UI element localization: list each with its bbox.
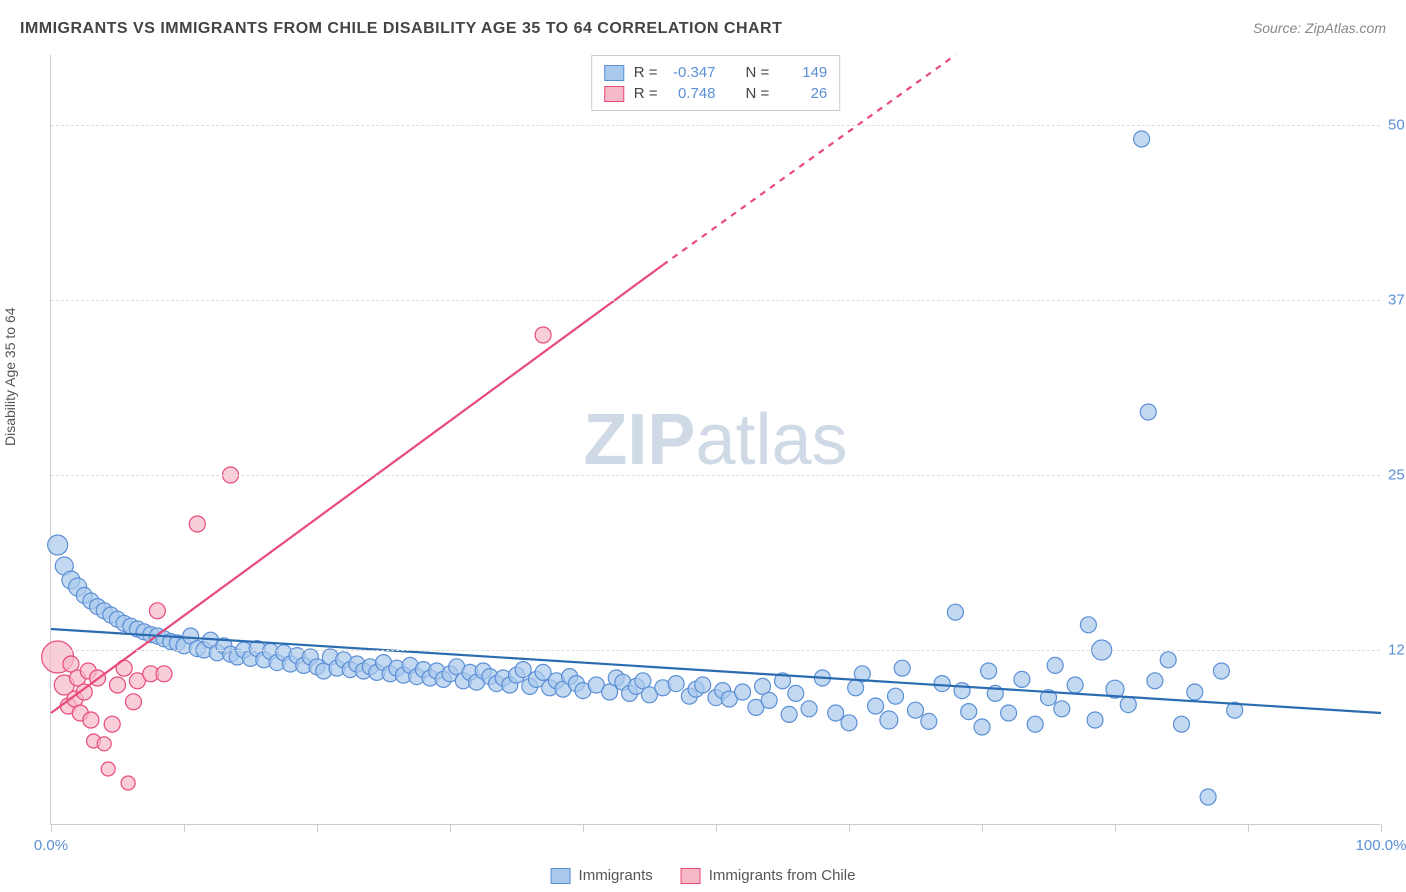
data-point — [888, 688, 904, 704]
stat-r-value-2: 0.748 — [668, 85, 716, 102]
swatch-series-2 — [604, 86, 624, 102]
data-point — [828, 705, 844, 721]
data-point — [535, 327, 551, 343]
data-point — [894, 660, 910, 676]
swatch-series-1 — [604, 65, 624, 81]
legend-label-2: Immigrants from Chile — [709, 867, 856, 884]
data-point — [48, 535, 68, 555]
plot-area: ZIPatlas R = -0.347 N = 149 R = 0.748 N … — [50, 55, 1380, 825]
stats-box: R = -0.347 N = 149 R = 0.748 N = 26 — [591, 55, 841, 111]
gridline-h — [51, 650, 1380, 651]
data-point — [515, 662, 531, 678]
trend-line — [51, 265, 663, 713]
tick-x — [982, 824, 983, 832]
legend-swatch-1 — [551, 868, 571, 884]
gridline-h — [51, 475, 1380, 476]
data-point — [1087, 712, 1103, 728]
data-point — [1067, 677, 1083, 693]
plot-svg — [51, 55, 1380, 824]
data-point — [981, 663, 997, 679]
data-point — [1140, 404, 1156, 420]
x-tick-label: 0.0% — [34, 837, 68, 854]
data-point — [121, 776, 135, 790]
data-point — [908, 702, 924, 718]
data-point — [83, 712, 99, 728]
data-point — [1080, 617, 1096, 633]
tick-x — [849, 824, 850, 832]
stat-n-label-2: N = — [746, 85, 770, 102]
data-point — [880, 711, 898, 729]
tick-x — [450, 824, 451, 832]
data-point — [1160, 652, 1176, 668]
data-point — [788, 685, 804, 701]
stats-row-1: R = -0.347 N = 149 — [604, 62, 828, 83]
legend-swatch-2 — [681, 868, 701, 884]
stat-r-value-1: -0.347 — [668, 64, 716, 81]
gridline-h — [51, 300, 1380, 301]
data-point — [1047, 657, 1063, 673]
data-point — [954, 683, 970, 699]
data-point — [110, 677, 126, 693]
tick-x — [1381, 824, 1382, 832]
chart-title: IMMIGRANTS VS IMMIGRANTS FROM CHILE DISA… — [20, 20, 782, 38]
data-point — [1027, 716, 1043, 732]
data-point — [1213, 663, 1229, 679]
bottom-legend: Immigrants Immigrants from Chile — [551, 867, 856, 884]
data-point — [97, 737, 111, 751]
y-tick-label: 25.0% — [1388, 467, 1406, 484]
data-point — [125, 694, 141, 710]
stats-row-2: R = 0.748 N = 26 — [604, 83, 828, 104]
data-point — [781, 706, 797, 722]
data-point — [1120, 697, 1136, 713]
y-tick-label: 50.0% — [1388, 117, 1406, 134]
data-point — [101, 762, 115, 776]
data-point — [801, 701, 817, 717]
stat-n-label-1: N = — [746, 64, 770, 81]
tick-x — [716, 824, 717, 832]
source-attribution: Source: ZipAtlas.com — [1253, 20, 1386, 36]
data-point — [1001, 705, 1017, 721]
stat-r-label-2: R = — [634, 85, 658, 102]
tick-x — [583, 824, 584, 832]
data-point — [1147, 673, 1163, 689]
tick-x — [317, 824, 318, 832]
y-tick-label: 37.5% — [1388, 292, 1406, 309]
data-point — [735, 684, 751, 700]
data-point — [1187, 684, 1203, 700]
tick-x — [51, 824, 52, 832]
data-point — [1134, 131, 1150, 147]
tick-x — [1115, 824, 1116, 832]
tick-x — [184, 824, 185, 832]
data-point — [668, 676, 684, 692]
data-point — [149, 603, 165, 619]
data-point — [189, 516, 205, 532]
stat-r-label-1: R = — [634, 64, 658, 81]
data-point — [974, 719, 990, 735]
data-point — [761, 692, 777, 708]
data-point — [841, 715, 857, 731]
data-point — [934, 676, 950, 692]
data-point — [1174, 716, 1190, 732]
data-point — [961, 704, 977, 720]
data-point — [1200, 789, 1216, 805]
data-point — [921, 713, 937, 729]
stat-n-value-1: 149 — [779, 64, 827, 81]
legend-item-1: Immigrants — [551, 867, 653, 884]
data-point — [1054, 701, 1070, 717]
data-point — [695, 677, 711, 693]
data-point — [1014, 671, 1030, 687]
legend-label-1: Immigrants — [579, 867, 653, 884]
stat-n-value-2: 26 — [779, 85, 827, 102]
y-tick-label: 12.5% — [1388, 642, 1406, 659]
legend-item-2: Immigrants from Chile — [681, 867, 856, 884]
data-point — [947, 604, 963, 620]
gridline-h — [51, 125, 1380, 126]
data-point — [104, 716, 120, 732]
tick-x — [1248, 824, 1249, 832]
data-point — [156, 666, 172, 682]
y-axis-label: Disability Age 35 to 64 — [2, 307, 18, 446]
x-tick-label: 100.0% — [1356, 837, 1406, 854]
data-point — [868, 698, 884, 714]
